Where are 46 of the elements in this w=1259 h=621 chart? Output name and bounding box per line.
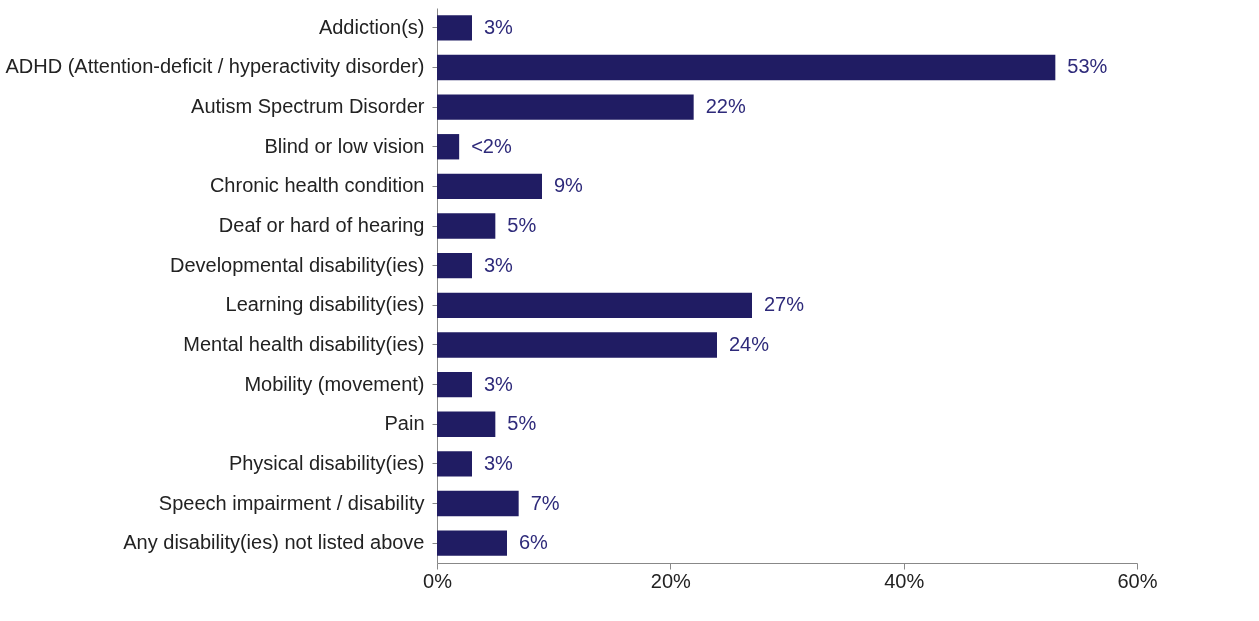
data-label: <2% (471, 134, 512, 157)
y-tick-label: Pain (384, 412, 425, 435)
data-label: 3% (484, 253, 514, 276)
data-label: 5% (507, 214, 537, 237)
y-tick-label: Deaf or hard of hearing (218, 214, 425, 237)
data-label: 5% (507, 412, 537, 435)
y-tick-label: Speech impairment / disability (158, 491, 425, 514)
data-label: 3% (484, 372, 514, 395)
bar (437, 292, 752, 319)
bar (437, 213, 496, 239)
data-label: 27% (764, 293, 805, 316)
bar (437, 371, 472, 398)
bar (437, 530, 507, 556)
data-label: 9% (554, 174, 584, 197)
bar (437, 252, 472, 279)
data-label: 6% (519, 531, 549, 554)
y-tick-label: Chronic health condition (209, 174, 425, 197)
y-tick-label: Physical disability(ies) (228, 451, 425, 474)
data-label: 3% (484, 15, 514, 38)
bar (437, 94, 694, 120)
y-tick-label: Developmental disability(ies) (169, 253, 425, 276)
data-label: 24% (729, 332, 770, 355)
y-tick-label: ADHD (Attention-deficit / hyperactivity disorder) (5, 55, 425, 78)
y-tick-label: Any disability(ies) not listed above (123, 531, 425, 554)
bar (437, 411, 496, 437)
y-tick-label: Learning disability(ies) (225, 293, 425, 316)
data-label: 7% (530, 491, 560, 514)
bar (437, 332, 717, 358)
data-label: 3% (484, 451, 514, 474)
bar (437, 134, 460, 160)
x-tick-label: 20% (650, 569, 692, 592)
y-tick-label: Mobility (movement) (244, 372, 425, 395)
x-tick-label: 60% (1117, 569, 1158, 592)
x-tick-label: 40% (884, 569, 925, 592)
bar (437, 451, 472, 477)
data-label: 22% (705, 95, 746, 118)
y-tick-label: Addiction(s) (318, 15, 425, 38)
bar (437, 173, 542, 200)
bar (437, 490, 519, 517)
y-tick-label: Mental health disability(ies) (183, 332, 425, 355)
y-tick-label: Autism Spectrum Disorder (191, 95, 425, 118)
bar (437, 15, 472, 41)
x-tick-label: 0% (423, 569, 453, 592)
bar (437, 54, 1056, 81)
data-label: 53% (1067, 55, 1108, 78)
y-tick-label: Blind or low vision (264, 134, 425, 157)
